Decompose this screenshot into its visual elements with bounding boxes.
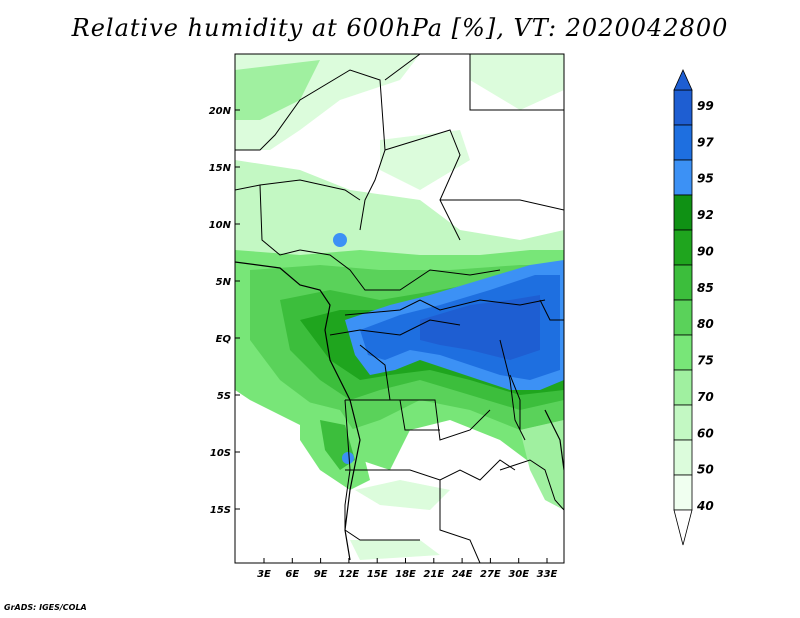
grads-credit: GrADS: IGES/COLA: [4, 603, 87, 612]
colorbar-segment: [673, 404, 693, 441]
lon-label: 3E: [257, 569, 271, 580]
lon-label: 30E: [508, 569, 529, 580]
lat-label: 10S: [210, 448, 231, 459]
colorbar-label: 60: [697, 426, 714, 440]
colorbar-bottom-arrow: [673, 509, 693, 546]
colorbar-label: 97: [697, 135, 714, 149]
humidity-field: [235, 54, 564, 563]
latitude-axis: 20N 15N 10N 5N EQ 5S 10S 15S: [209, 106, 240, 516]
lon-label: 33E: [537, 569, 558, 580]
map-frame: [234, 53, 565, 564]
colorbar-segment: [673, 334, 693, 371]
colorbar-label: 70: [697, 390, 714, 404]
colorbar-label: 99: [697, 99, 714, 113]
longitude-axis: 3E 6E 9E 12E 15E 18E 21E 24E 27E 30E 33E: [257, 558, 558, 580]
lon-label: 12E: [339, 569, 360, 580]
lon-label: 9E: [314, 569, 328, 580]
lon-label: 18E: [395, 569, 416, 580]
colorbar: 99 97 95 92 90 85 80 75 70 60 50 40: [673, 69, 714, 546]
lat-label: 10N: [209, 220, 232, 231]
colorbar-label: 95: [697, 172, 714, 186]
map-title: Relative humidity at 600hPa [%], VT: 202…: [71, 14, 729, 42]
lon-label: 6E: [285, 569, 299, 580]
colorbar-segment: [673, 229, 693, 266]
lat-label: 15N: [209, 163, 232, 174]
colorbar-segment: [673, 194, 693, 231]
colorbar-segment: [673, 299, 693, 336]
lon-label: 27E: [480, 569, 501, 580]
colorbar-label: 40: [696, 499, 714, 513]
colorbar-label: 92: [697, 208, 714, 222]
lake-tanganyika: [509, 374, 521, 430]
lat-label: 20N: [209, 106, 232, 117]
colorbar-segment: [673, 474, 693, 511]
colorbar-label: 50: [697, 463, 714, 477]
colorbar-segment: [673, 159, 693, 196]
colorbar-segment: [673, 439, 693, 476]
lat-label: 5N: [216, 277, 232, 288]
coastline: [235, 261, 361, 561]
colorbar-segment: [673, 264, 693, 301]
lat-label: 15S: [210, 505, 231, 516]
colorbar-label: 85: [697, 281, 714, 295]
lat-label: 5S: [217, 391, 231, 402]
colorbar-segment: [673, 124, 693, 161]
colorbar-segment: [673, 89, 693, 126]
east-coastline: [544, 409, 564, 471]
colorbar-segment: [673, 369, 693, 406]
colorbar-label: 75: [697, 354, 714, 368]
lat-label: EQ: [216, 334, 232, 345]
lon-label: 24E: [452, 569, 473, 580]
lon-label: 21E: [423, 569, 444, 580]
colorbar-label: 80: [697, 317, 714, 331]
colorbar-label: 90: [697, 244, 714, 258]
colorbar-top-arrow: [673, 69, 693, 91]
lon-label: 15E: [367, 569, 388, 580]
